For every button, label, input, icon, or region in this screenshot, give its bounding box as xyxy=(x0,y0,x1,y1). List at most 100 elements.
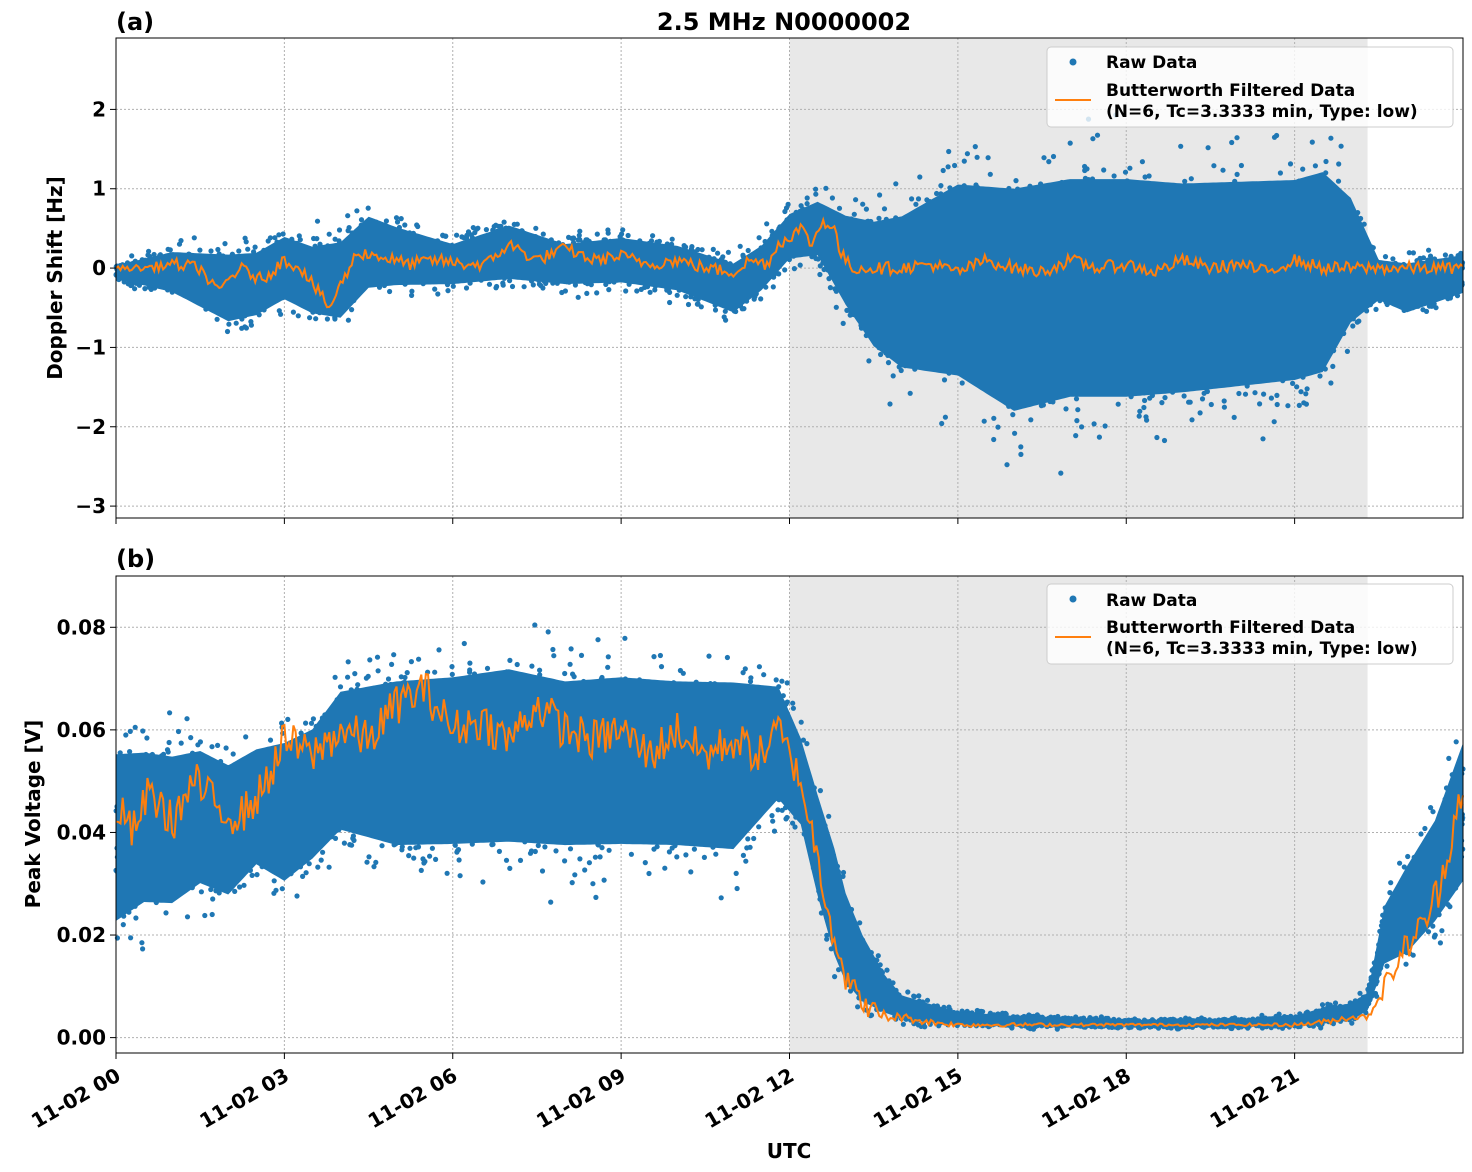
panel-a-raw-point xyxy=(1073,433,1079,439)
panel-a-raw-point xyxy=(974,154,980,160)
panel-a-raw-point xyxy=(1082,163,1088,170)
panel-a-raw-point xyxy=(1238,162,1244,169)
panel-a-raw-point xyxy=(248,322,254,328)
panel-a-raw-point xyxy=(1018,444,1024,450)
panel-a-raw-point xyxy=(191,235,197,241)
panel-a-raw-point xyxy=(252,244,258,250)
panel-a-raw-point xyxy=(435,291,441,297)
panel-a-raw-point xyxy=(1382,254,1389,260)
panel-a-raw-point xyxy=(1199,396,1206,402)
panel-a-raw-point xyxy=(876,215,882,221)
panel-a-raw-point xyxy=(1058,470,1064,476)
panel-a-raw-point xyxy=(1041,155,1047,161)
panel-a-raw-point xyxy=(1260,436,1266,442)
panel-a-raw-point xyxy=(297,237,303,243)
panel-a-raw-point xyxy=(1018,451,1024,457)
panel-a-raw-point xyxy=(887,401,893,407)
panel-a-raw-point xyxy=(336,227,343,233)
panel-a-raw-point xyxy=(758,296,764,302)
panel-a-raw-point xyxy=(620,227,626,233)
panel-a-raw-point xyxy=(1181,393,1187,399)
panel-a-raw-point xyxy=(1410,250,1416,256)
panel-a-raw-point xyxy=(782,208,788,215)
panel-a-raw-point xyxy=(214,316,220,322)
panel-a-raw-point xyxy=(1074,418,1080,424)
panel-a-raw-point xyxy=(1277,170,1283,176)
panel-a-raw-point xyxy=(1234,135,1240,141)
panel-a-raw-point xyxy=(176,241,183,247)
panel-a-raw-point xyxy=(151,251,157,258)
panel-a-raw-point xyxy=(1220,167,1226,173)
panel-a-raw-point xyxy=(721,314,727,320)
panel-a-raw-point xyxy=(443,233,449,239)
panel-a-raw-point xyxy=(470,225,476,231)
panel-a-raw-point xyxy=(278,311,284,317)
panel-a-raw-point xyxy=(1426,247,1432,253)
panel-a-raw-point xyxy=(1102,423,1108,429)
panel-a-raw-point xyxy=(685,301,692,308)
panel-a-raw-point xyxy=(313,316,319,322)
panel-a-raw-point xyxy=(533,225,539,231)
panel-a-raw-point xyxy=(1115,401,1121,407)
panel-a-raw-point xyxy=(1328,380,1334,386)
panel-a-raw-point xyxy=(1298,389,1304,395)
panel-a-raw-point xyxy=(509,283,516,290)
panel-a-raw-point xyxy=(314,218,321,224)
panel-a-raw-point xyxy=(1271,134,1278,140)
panel-a-raw-point xyxy=(981,418,987,424)
panel-a-raw-point xyxy=(987,171,993,177)
panel-a-raw-point xyxy=(946,148,952,155)
panel-a-raw-point xyxy=(1234,171,1240,177)
panel-a-raw-point xyxy=(1063,406,1069,412)
panel-a-raw-point xyxy=(129,253,135,259)
panel-a-raw-point xyxy=(507,278,513,284)
panel-a-raw-point xyxy=(1187,399,1193,405)
panel-a-raw-point xyxy=(866,358,872,364)
panel-a-raw-point xyxy=(710,246,716,252)
panel-a-raw-point xyxy=(1285,403,1291,409)
panel-a-raw-point xyxy=(669,236,675,242)
panel-a-raw-point xyxy=(634,288,640,294)
panel-a-raw-point xyxy=(1296,402,1302,408)
panel-a-raw-point xyxy=(1136,413,1142,419)
panel-a-raw-point xyxy=(1012,430,1018,436)
panel-a-raw-point xyxy=(605,227,611,233)
panel-a-raw-point xyxy=(840,320,846,326)
panel-a-raw-point xyxy=(813,186,819,192)
panel-a-raw-point xyxy=(1013,178,1019,184)
panel-a-raw-point xyxy=(764,221,770,227)
panel-a-raw-point xyxy=(934,190,940,197)
panel-a-raw-point xyxy=(915,196,922,202)
panel-a-raw-point xyxy=(345,317,351,323)
panel-a-raw-point xyxy=(827,285,834,291)
panel-a-raw-point xyxy=(1442,252,1448,258)
panel-a-raw-point xyxy=(813,191,819,197)
panel-a-raw-point xyxy=(233,320,239,326)
panel-a-raw-point xyxy=(939,420,945,427)
panel-a-raw-point xyxy=(345,213,351,219)
panel-a-raw-point xyxy=(1309,139,1315,145)
panel-a-raw-point xyxy=(991,415,997,421)
panel-a-raw-point xyxy=(1344,348,1350,354)
panel-a-raw-point xyxy=(226,321,232,327)
panel-a-raw-point xyxy=(1236,390,1242,397)
panel-a-raw-point xyxy=(863,206,870,212)
panel-a-raw-point xyxy=(365,205,371,211)
panel-a-doppler-shift: (a) 210−1−2−3 Doppler Shift [Hz] Raw Dat… xyxy=(43,8,1466,524)
panel-a-raw-point xyxy=(1127,165,1133,171)
panel-a-raw-point xyxy=(295,313,301,319)
panel-a-raw-point xyxy=(1010,412,1016,418)
panel-a-raw-point xyxy=(699,247,705,253)
panel-a-raw-point xyxy=(885,360,892,366)
panel-a-raw-point xyxy=(1146,173,1152,179)
panel-a-raw-point xyxy=(797,262,803,268)
panel-a-raw-point xyxy=(1162,395,1168,401)
panel-a-raw-point xyxy=(961,158,967,164)
panel-a-raw-point xyxy=(791,266,798,272)
panel-a-raw-point xyxy=(625,232,631,239)
panel-a-raw-point xyxy=(432,286,438,292)
panel-a-raw-point xyxy=(486,281,493,287)
panel-a-raw-point xyxy=(1046,159,1052,165)
panel-a-raw-point xyxy=(798,203,804,209)
panel-a-raw-point xyxy=(1075,407,1081,413)
